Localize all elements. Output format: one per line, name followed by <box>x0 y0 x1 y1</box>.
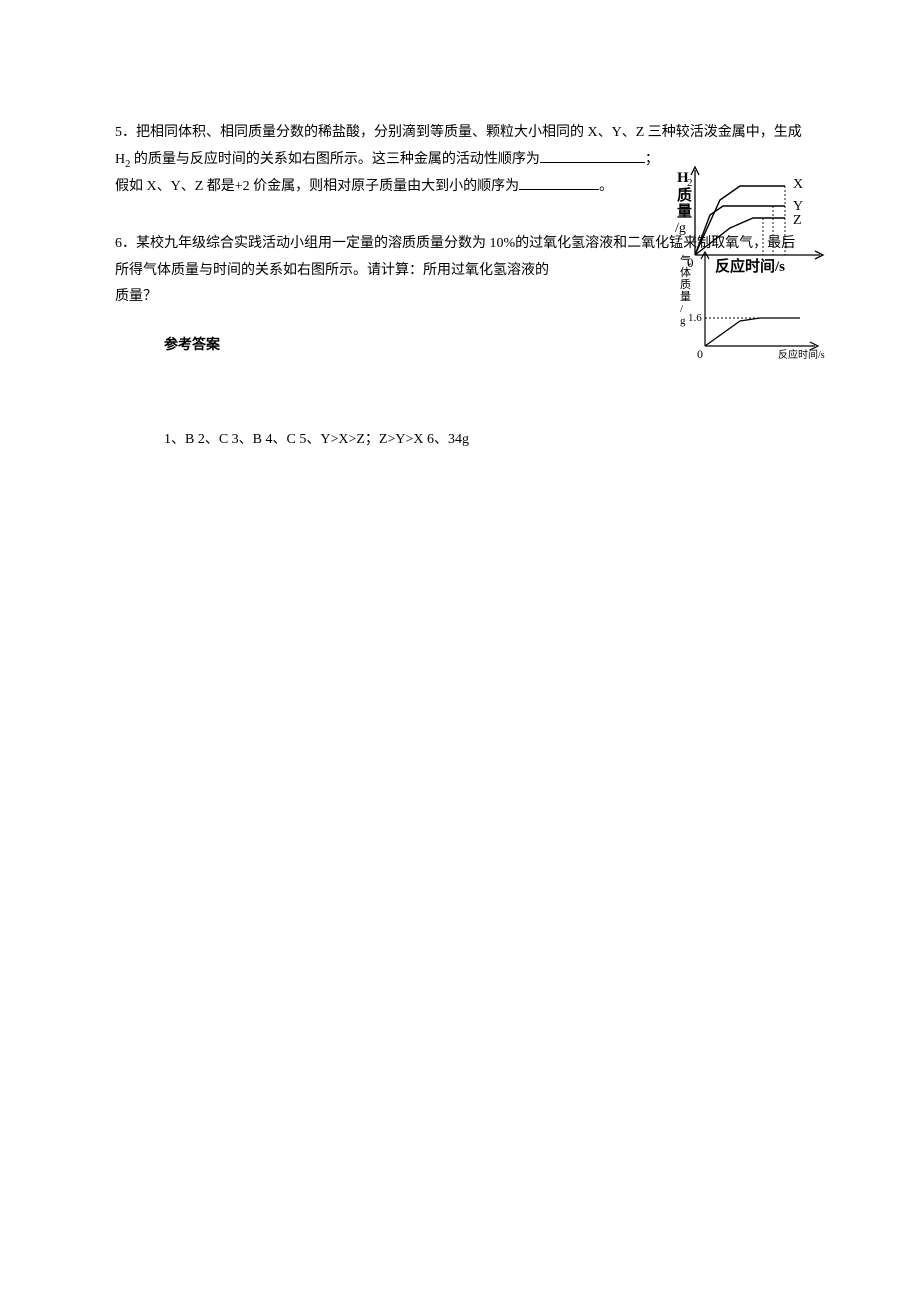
q5-period: 。 <box>599 179 613 194</box>
q6-fig-xlabel: 反应时间/s <box>778 348 825 361</box>
question-5: 5．把相同体积、相同质量分数的稀盐酸，分别滴到等质量、颗粒大小相同的 X、Y、Z… <box>115 120 805 201</box>
q5-semicolon: ； <box>645 152 659 167</box>
q6-figure: 气 体 质 量 / g 1.6 0 反应时间/s <box>670 246 825 377</box>
answers-line: 1、B 2、C 3、B 4、C 5、Y>X>Z；Z>Y>X 6、34g <box>115 427 805 454</box>
question-6: 6．某校九年级综合实践活动小组用一定量的溶质质量分数为 10%的过氧化氢溶液和二… <box>115 231 805 311</box>
q5-fig-label-x: X <box>793 177 803 192</box>
q5-after-sub: 的质量与反应时间的关系如右图所示。这三种金属的活动性顺序为 <box>130 152 540 167</box>
q5-fig-ylabel-2: 质 <box>677 186 692 204</box>
q6-fig-ylabel-c4: 量 <box>680 290 691 303</box>
q6-fig-ylabel-c6: g <box>680 315 686 327</box>
q5-line2a: 假如 X、Y、Z 都是+2 价金属，则相对原子质量由大到小的顺序为 <box>115 179 519 194</box>
q6-fig-origin: 0 <box>697 347 703 361</box>
q5-blank-1 <box>540 148 645 163</box>
q5-blank-2 <box>519 175 599 190</box>
q5-fig-label-y: Y <box>793 199 803 214</box>
q5-fig-ylabel-3: 量 <box>677 203 692 220</box>
q6-fig-ylabel-c3: 质 <box>680 278 691 291</box>
q6-line2: 质量？ <box>115 289 157 304</box>
q6-fig-ylabel-c5: / <box>680 303 684 315</box>
q6-fig-ytick: 1.6 <box>688 312 702 324</box>
q5-fig-label-z: Z <box>793 213 802 228</box>
q6-fig-ylabel-c1: 气 <box>680 253 691 267</box>
q6-fig-ylabel-c2: 体 <box>680 265 691 279</box>
